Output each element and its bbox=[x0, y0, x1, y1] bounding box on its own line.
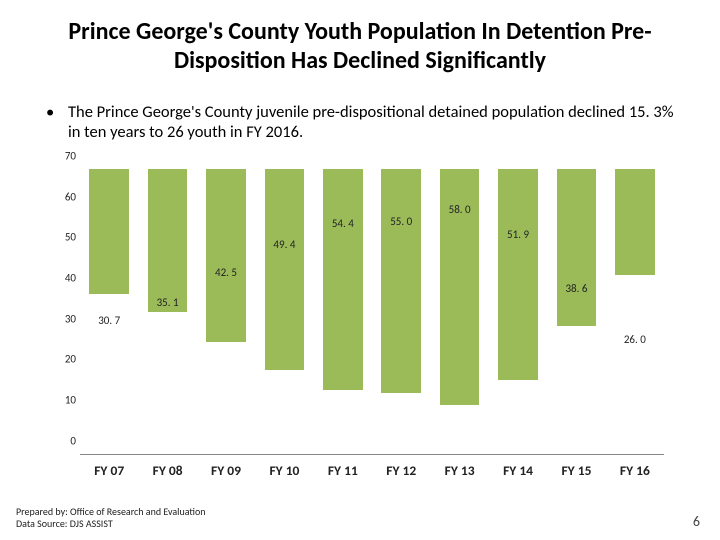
bar-slot: 58. 0 bbox=[430, 169, 488, 454]
bar-slot: 51. 9 bbox=[489, 169, 547, 454]
slide-title: Prince George's County Youth Population … bbox=[40, 18, 680, 76]
x-tick: FY 11 bbox=[314, 462, 372, 479]
bar-slot: 35. 1 bbox=[138, 169, 196, 454]
y-tick: 70 bbox=[52, 149, 76, 162]
bar-slot: 54. 4 bbox=[314, 169, 372, 454]
bar bbox=[498, 169, 538, 380]
bar-value-label: 26. 0 bbox=[606, 333, 664, 346]
bar bbox=[557, 169, 597, 326]
bar-value-label: 49. 4 bbox=[255, 238, 313, 251]
x-tick: FY 09 bbox=[197, 462, 255, 479]
bar bbox=[323, 169, 363, 390]
bullet-item: • The Prince George's County juvenile pr… bbox=[40, 102, 680, 143]
bar-slot: 49. 4 bbox=[255, 169, 313, 454]
y-tick: 20 bbox=[52, 353, 76, 366]
bar-slot: 26. 0 bbox=[606, 169, 664, 454]
bars-container: 30. 735. 1 42. 5 49. 454. 455. 058. 051. 9… bbox=[80, 169, 664, 454]
x-tick: FY 10 bbox=[255, 462, 313, 479]
x-tick: FY 14 bbox=[489, 462, 547, 479]
x-tick: FY 12 bbox=[372, 462, 430, 479]
page-number: 6 bbox=[693, 513, 700, 530]
footer-credits: Prepared by: Office of Research and Eval… bbox=[16, 506, 206, 530]
x-axis: FY 07FY 08FY 09FY 10FY 11FY 12FY 13FY 14… bbox=[80, 462, 664, 479]
bullet-text: The Prince George's County juvenile pre-… bbox=[68, 102, 680, 143]
x-tick: FY 07 bbox=[80, 462, 138, 479]
bar bbox=[148, 169, 188, 312]
bar bbox=[381, 169, 421, 393]
bar bbox=[265, 169, 305, 370]
bar-chart: 30. 735. 1 42. 5 49. 454. 455. 058. 051. 9… bbox=[50, 169, 670, 479]
bar-value-label: 58. 0 bbox=[430, 203, 488, 216]
x-tick: FY 13 bbox=[430, 462, 488, 479]
footer-line-2: Data Source: DJS ASSIST bbox=[16, 518, 206, 530]
y-tick: 40 bbox=[52, 272, 76, 285]
y-tick: 10 bbox=[52, 394, 76, 407]
bar bbox=[206, 169, 246, 342]
bar-value-label: 42. 5 bbox=[197, 266, 255, 279]
bar-slot: 38. 6 bbox=[547, 169, 605, 454]
y-tick: 50 bbox=[52, 231, 76, 244]
x-tick: FY 15 bbox=[547, 462, 605, 479]
bar-slot: 55. 0 bbox=[372, 169, 430, 454]
bar-value-label: 35. 1 bbox=[138, 296, 196, 309]
bar-value-label: 55. 0 bbox=[372, 215, 430, 228]
y-tick: 30 bbox=[52, 312, 76, 325]
bar-slot: 42. 5 bbox=[197, 169, 255, 454]
bar-value-label: 51. 9 bbox=[489, 228, 547, 241]
y-tick: 0 bbox=[52, 434, 76, 447]
x-tick: FY 08 bbox=[138, 462, 196, 479]
bullet-marker: • bbox=[40, 102, 68, 143]
bar-value-label: 30. 7 bbox=[80, 314, 138, 327]
bar-value-label: 38. 6 bbox=[547, 282, 605, 295]
bar-value-label: 54. 4 bbox=[314, 217, 372, 230]
bar bbox=[89, 169, 129, 294]
plot-area: 30. 735. 1 42. 5 49. 454. 455. 058. 051. 9… bbox=[80, 169, 664, 455]
x-tick: FY 16 bbox=[606, 462, 664, 479]
bar-slot: 30. 7 bbox=[80, 169, 138, 454]
bar bbox=[615, 169, 655, 275]
y-tick: 60 bbox=[52, 190, 76, 203]
slide: Prince George's County Youth Population … bbox=[0, 0, 720, 540]
